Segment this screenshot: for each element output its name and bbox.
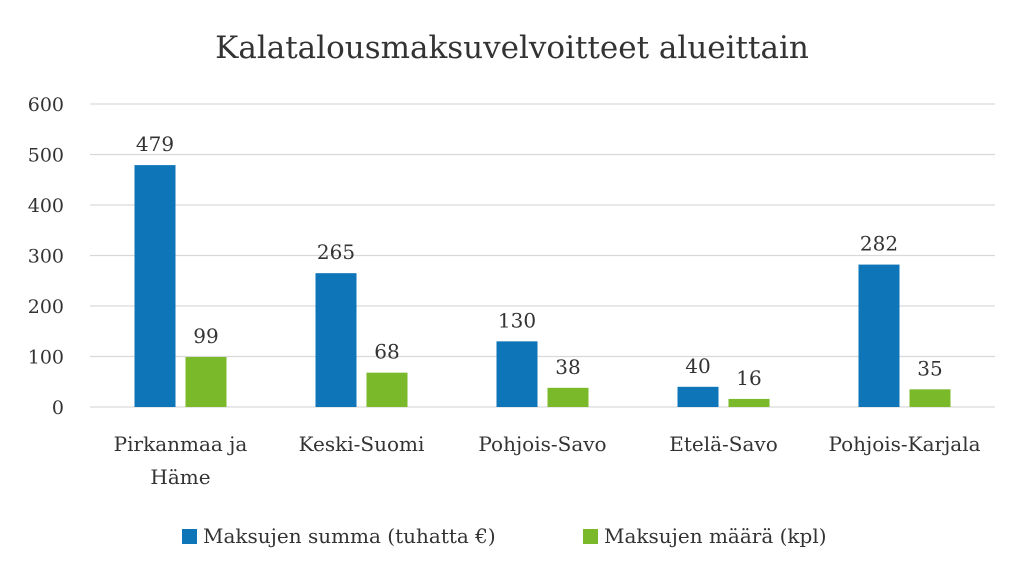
bars	[134, 165, 951, 407]
chart-title: Kalatalousmaksuvelvoitteet alueittain	[215, 30, 809, 66]
legend-swatch-1	[182, 529, 197, 544]
bar-series1-cat1	[134, 165, 176, 407]
bar-series1-cat5	[858, 264, 900, 407]
data-label: 35	[917, 356, 942, 380]
bar-series1-cat2	[315, 273, 357, 407]
y-axis-ticks: 0 100 200 300 400 500 600	[28, 94, 64, 419]
legend-label-1: Maksujen summa (tuhatta €)	[203, 524, 496, 548]
legend-label-2: Maksujen määrä (kpl)	[604, 524, 827, 548]
bar-series1-cat4	[677, 386, 719, 407]
data-label: 479	[136, 132, 174, 156]
x-category-label: Pohjois-Karjala	[828, 432, 980, 456]
data-label: 99	[193, 324, 218, 348]
x-category-label: Häme	[150, 465, 210, 489]
bar-series2-cat1	[185, 357, 227, 407]
data-label: 130	[498, 308, 536, 332]
bar-series1-cat3	[496, 341, 538, 407]
y-tick-label: 0	[52, 397, 64, 419]
legend-swatch-2	[583, 529, 598, 544]
data-labels: 479 99 265 68 130 38 40 16 282 35	[136, 132, 943, 390]
y-tick-label: 500	[28, 145, 64, 167]
data-label: 38	[555, 355, 580, 379]
legend: Maksujen summa (tuhatta €) Maksujen määrä…	[182, 524, 827, 548]
data-label: 16	[736, 366, 761, 390]
x-category-label: Keski-Suomi	[299, 432, 425, 456]
y-tick-label: 400	[28, 195, 64, 217]
bar-series2-cat2	[366, 372, 408, 407]
x-category-label: Pohjois-Savo	[478, 432, 606, 456]
y-tick-label: 200	[28, 296, 64, 318]
data-label: 265	[317, 240, 355, 264]
x-category-label: Etelä-Savo	[669, 432, 778, 456]
x-category-label: Pirkanmaa ja	[114, 432, 248, 456]
bar-series2-cat5	[909, 389, 951, 407]
bar-series2-cat3	[547, 387, 589, 407]
y-tick-label: 600	[28, 94, 64, 116]
gridlines	[90, 103, 995, 408]
bar-series2-cat4	[728, 398, 770, 407]
data-label: 40	[685, 354, 710, 378]
data-label: 282	[860, 232, 898, 256]
x-axis-categories: Pirkanmaa ja Häme Keski-Suomi Pohjois-Savo E…	[114, 432, 981, 489]
data-label: 68	[374, 340, 399, 364]
y-tick-label: 100	[28, 347, 64, 369]
y-tick-label: 300	[28, 246, 64, 268]
